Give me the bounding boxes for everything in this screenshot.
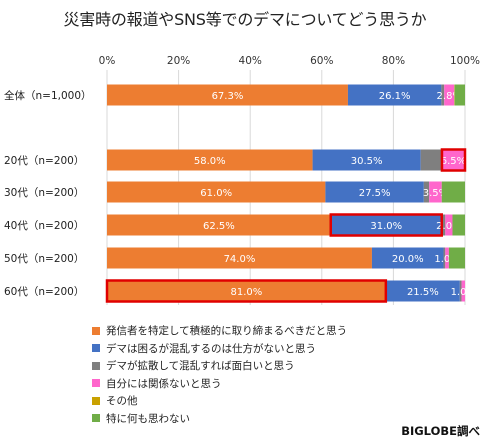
category-label: 30代（n=200） <box>4 187 84 199</box>
bar-segment <box>371 247 444 269</box>
bar-segment <box>107 84 348 106</box>
category-label: 50代（n=200） <box>4 253 84 265</box>
bar-segment <box>107 280 386 302</box>
data-label: 31.0% <box>370 221 402 232</box>
bar-segment <box>330 214 442 236</box>
data-label: 20.0% <box>392 254 424 265</box>
bar-segment <box>347 84 442 106</box>
x-tick-label: 100% <box>450 55 480 67</box>
bar-segment <box>445 247 449 269</box>
category-label: 20代（n=200） <box>4 155 84 167</box>
legend-swatch <box>92 414 100 423</box>
chart-title: 災害時の報道やSNS等でのデマについてどう思うか <box>63 10 427 29</box>
data-label: 27.5% <box>359 188 391 199</box>
legend-item: デマが拡散して混乱すれば面白いと思う <box>92 357 347 375</box>
category-label: 全体（n=1,000） <box>4 89 92 102</box>
data-label: 58.0% <box>194 156 226 167</box>
data-label: 67.3% <box>212 91 244 102</box>
legend-item: 自分には関係ないと思う <box>92 375 347 393</box>
data-label: 81.0% <box>231 287 263 298</box>
x-tick-label: 20% <box>167 55 190 67</box>
data-label: 1.0% <box>434 254 459 265</box>
bar-segment <box>454 84 465 106</box>
bar-segment <box>312 149 421 171</box>
data-label: 1.0% <box>451 287 476 298</box>
data-label: 2.0% <box>436 221 461 232</box>
category-label: 40代（n=200） <box>4 220 84 232</box>
legend-label: デマは困るが混乱するのは仕方がないと思う <box>106 342 316 355</box>
data-label: 6.5% <box>441 156 466 167</box>
legend-item: その他 <box>92 392 347 410</box>
bar-segment <box>445 214 453 236</box>
bar-segment <box>444 84 455 106</box>
highlight-box <box>329 213 443 237</box>
bar-segment <box>452 214 465 236</box>
legend-swatch <box>92 361 100 370</box>
bar-segment <box>429 181 442 203</box>
bar-segment <box>385 280 460 302</box>
bar-segment <box>441 181 465 203</box>
data-label: 26.1% <box>379 91 411 102</box>
bar-segment <box>107 181 326 203</box>
bar-segment <box>107 247 372 269</box>
source-credit: BIGLOBE調べ <box>401 424 480 438</box>
legend-label: 自分には関係ないと思う <box>106 377 222 390</box>
x-tick-label: 0% <box>99 55 116 67</box>
highlight-box <box>105 279 388 303</box>
bar-segment <box>443 247 446 269</box>
bar-segment <box>448 247 465 269</box>
data-label: 3.5% <box>423 188 448 199</box>
legend-label: その他 <box>106 395 138 408</box>
highlight-box <box>440 148 467 172</box>
x-tick-label: 60% <box>310 55 333 67</box>
bar-segment <box>461 280 465 302</box>
x-tick-label: 80% <box>382 55 405 67</box>
data-label: 62.5% <box>203 221 235 232</box>
legend-swatch <box>92 396 100 405</box>
bar-segment <box>420 149 442 171</box>
legend-item: 特に何も思わない <box>92 410 347 428</box>
legend-swatch <box>92 379 100 388</box>
legend-swatch <box>92 344 100 353</box>
legend-item: デマは困るが混乱するのは仕方がないと思う <box>92 340 347 358</box>
data-label: 61.0% <box>200 188 232 199</box>
legend-label: デマが拡散して混乱すれば面白いと思う <box>106 360 295 373</box>
bar-segment <box>459 280 462 302</box>
data-label: 21.5% <box>407 287 439 298</box>
x-tick-label: 40% <box>239 55 262 67</box>
legend-swatch <box>92 326 100 335</box>
legend-item: 発信者を特定して積極的に取り締まるべきだと思う <box>92 322 347 340</box>
data-label: 30.5% <box>351 156 383 167</box>
legend-label: 特に何も思わない <box>106 412 190 425</box>
bar-segment <box>325 181 424 203</box>
data-label: 2.8% <box>437 91 462 102</box>
legend: 発信者を特定して積極的に取り締まるべきだと思う デマは困るが混乱するのは仕方がない… <box>92 322 347 427</box>
bar-segment <box>107 149 313 171</box>
category-label: 60代（n=200） <box>4 286 84 298</box>
bar-segment <box>423 181 430 203</box>
bar-segment <box>441 84 445 106</box>
bar-segment <box>441 214 446 236</box>
data-label: 74.0% <box>224 254 256 265</box>
bar-segment <box>107 214 331 236</box>
legend-label: 発信者を特定して積極的に取り締まるべきだと思う <box>106 325 348 338</box>
bar-segment <box>441 149 465 171</box>
